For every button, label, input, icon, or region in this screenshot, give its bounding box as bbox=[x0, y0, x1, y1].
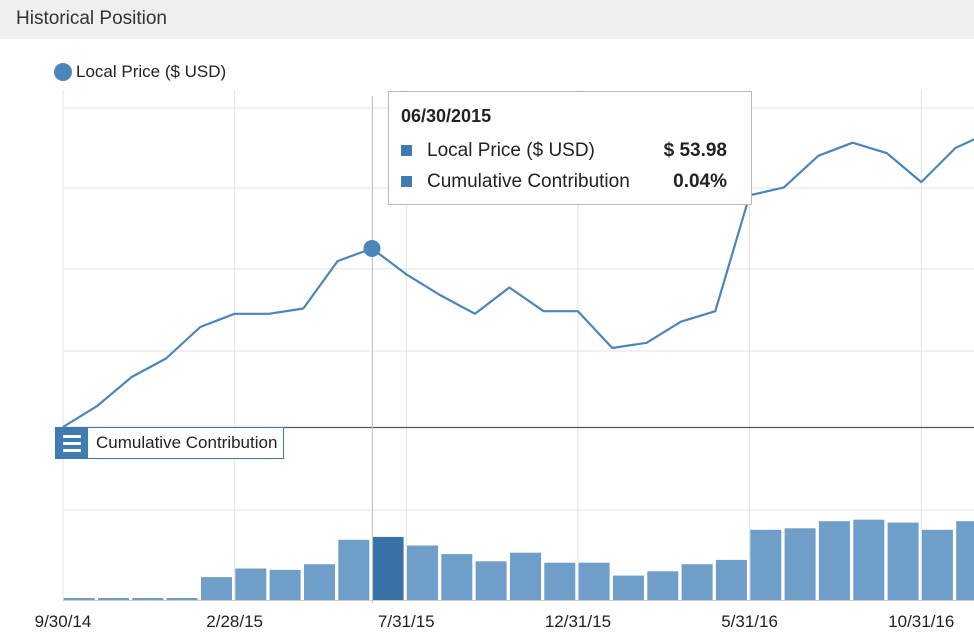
contribution-bar bbox=[235, 568, 267, 600]
tooltip-series-name: Local Price ($ USD) bbox=[427, 139, 595, 161]
contribution-bar bbox=[475, 561, 507, 600]
tooltip-date: 06/30/2015 bbox=[401, 106, 492, 126]
contribution-bar bbox=[544, 562, 576, 600]
contribution-bar bbox=[63, 598, 95, 600]
tooltip-series-name: Cumulative Contribution bbox=[427, 170, 630, 192]
x-tick-label: 2/28/15 bbox=[206, 612, 263, 631]
panel-title: Historical Position bbox=[16, 8, 167, 29]
contribution-bar bbox=[166, 598, 198, 600]
hamburger-menu-icon[interactable] bbox=[56, 428, 88, 458]
tooltip-row-contribution: Cumulative Contribution 0.04% bbox=[401, 166, 739, 197]
contribution-bar bbox=[647, 571, 679, 600]
contribution-bar bbox=[98, 598, 129, 600]
x-tick-label: 7/31/15 bbox=[378, 612, 435, 631]
contribution-bar bbox=[784, 528, 816, 600]
contribution-bar bbox=[853, 519, 885, 600]
square-swatch-icon bbox=[401, 145, 412, 156]
tooltip-row-price: Local Price ($ USD) $ 53.98 bbox=[401, 135, 739, 166]
contribution-bar bbox=[510, 552, 541, 600]
contribution-bar bbox=[578, 562, 610, 600]
panel-header: Historical Position bbox=[0, 0, 974, 39]
square-swatch-icon bbox=[401, 176, 412, 187]
price-line bbox=[62, 138, 974, 428]
chart-tooltip: 06/30/2015 Local Price ($ USD) $ 53.98 C… bbox=[388, 91, 752, 205]
contribution-bar bbox=[887, 522, 919, 600]
contribution-bar bbox=[407, 545, 438, 600]
contribution-bar bbox=[372, 536, 404, 600]
contribution-bar bbox=[612, 575, 644, 600]
legend-item-local-price[interactable]: Local Price ($ USD) bbox=[54, 62, 226, 82]
series-label-text: Cumulative Contribution bbox=[96, 433, 278, 452]
contribution-bar bbox=[715, 559, 747, 600]
x-tick-label: 10/31/16 bbox=[888, 612, 954, 631]
x-tick-label: 5/31/16 bbox=[721, 612, 778, 631]
contribution-bar bbox=[304, 564, 335, 600]
contribution-bar bbox=[921, 529, 953, 600]
x-tick-label: 9/30/14 bbox=[35, 612, 92, 631]
contribution-bar bbox=[441, 554, 473, 600]
contribution-bar bbox=[132, 598, 164, 600]
tooltip-series-value: $ 53.98 bbox=[663, 139, 727, 161]
legend-circle-icon bbox=[54, 63, 72, 81]
contribution-bar bbox=[201, 577, 232, 600]
contribution-bar bbox=[818, 521, 850, 600]
price-point-marker bbox=[363, 239, 381, 257]
contribution-bar bbox=[338, 539, 370, 600]
cumulative-contribution-label[interactable]: Cumulative Contribution bbox=[55, 427, 285, 459]
contribution-bar bbox=[956, 521, 974, 600]
tooltip-series-value: 0.04% bbox=[673, 170, 727, 192]
legend-label: Local Price ($ USD) bbox=[76, 62, 227, 81]
contribution-bar bbox=[269, 569, 301, 600]
contribution-bar bbox=[681, 564, 713, 600]
contribution-bar bbox=[750, 529, 782, 600]
x-tick-label: 12/31/15 bbox=[545, 612, 611, 631]
